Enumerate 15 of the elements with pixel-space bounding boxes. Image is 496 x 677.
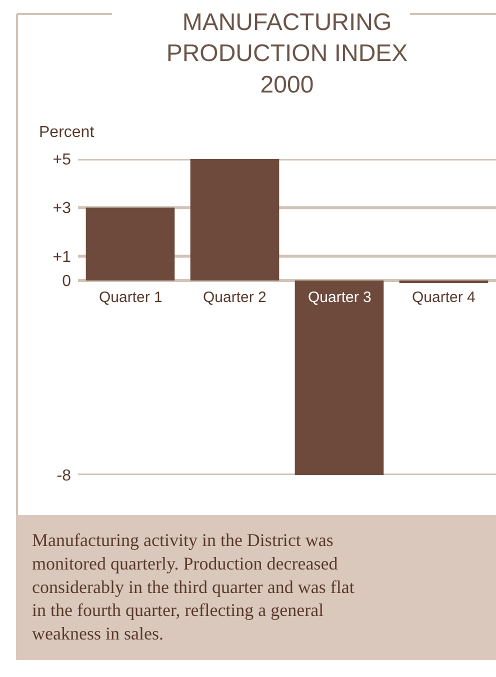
bar [294,280,384,475]
x-tick-label: Quarter 4 [412,289,476,306]
bar [190,159,280,281]
y-axis-title: Percent [39,124,95,141]
x-tick-label: Quarter 1 [99,289,162,306]
x-tick-label: Quarter 2 [203,289,266,306]
y-tick-label: -8 [56,468,72,485]
text: Manufacturing activity in the District was monitored quarterly. Production decreased considerably in the third quarter and was flat in the fourth quarter, reflecting a general weakness in sales. [32,530,354,644]
y-tick-label: 0 [62,273,72,290]
bar [86,208,175,281]
y-tick-label: +3 [52,200,72,218]
y-tick-label: +1 [52,248,72,266]
chart-title: MANUFACTURING PRODUCTION INDEX 2000 [166,9,408,98]
x-tick-label: Quarter 3 [308,289,372,306]
y-tick-label: +5 [52,152,72,169]
